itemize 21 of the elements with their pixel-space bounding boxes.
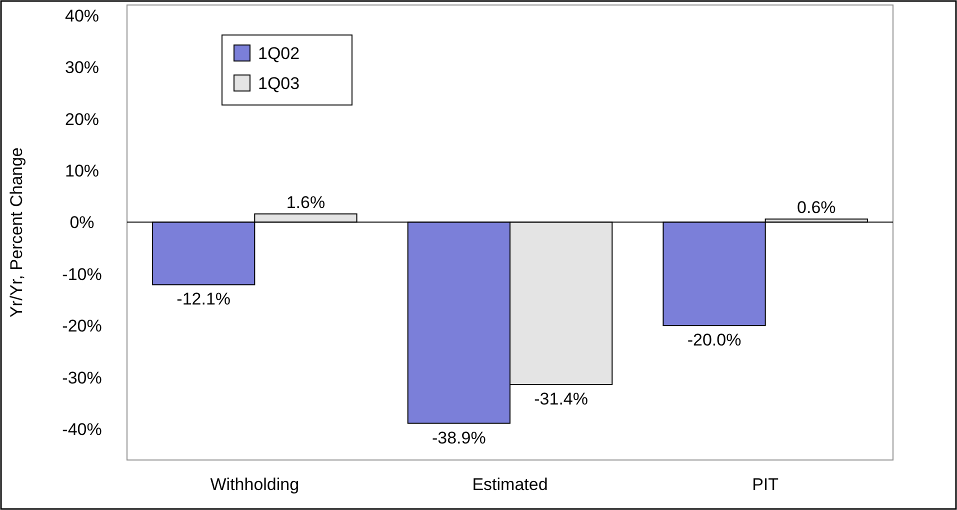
text: -12.1% — [176, 290, 231, 309]
y-tick-label: -10% — [62, 264, 102, 284]
x-tick-label: Estimated — [472, 475, 548, 494]
y-tick-label: -40% — [62, 420, 102, 439]
y-tick-label: 10% — [64, 161, 100, 180]
legend-label: 1Q03 — [258, 74, 300, 93]
y-tick-label: 0% — [70, 213, 94, 232]
text: 1.6% — [286, 192, 326, 212]
text: -31.4% — [534, 390, 588, 409]
legend-label: 1Q02 — [258, 44, 300, 63]
x-tick-label: PIT — [752, 475, 779, 494]
y-tick-label: 30% — [64, 58, 100, 78]
text: -20.0% — [687, 330, 742, 350]
y-tick-label: -20% — [62, 316, 102, 336]
y-tick-label: 40% — [64, 6, 100, 26]
text: -38.9% — [432, 428, 486, 448]
y-axis-title: Yr/Yr, Percent Change — [7, 147, 26, 318]
x-tick-label: Withholding — [210, 475, 300, 494]
y-tick-label: 20% — [64, 110, 100, 129]
y-tick-label: -30% — [62, 368, 102, 388]
text: 0.6% — [797, 198, 836, 218]
